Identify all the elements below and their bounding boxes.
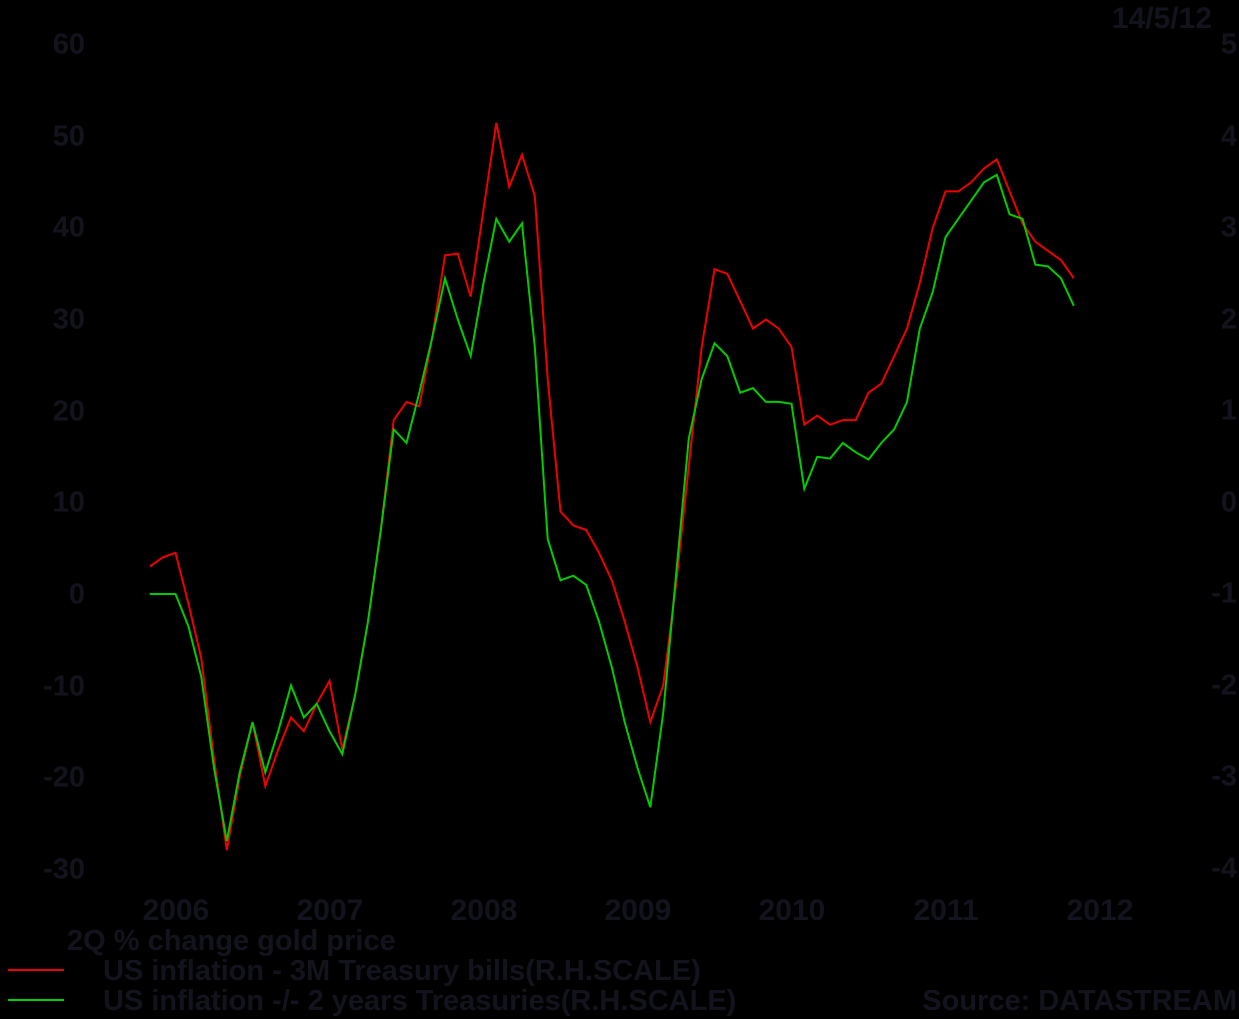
right-axis-tick: -3: [1211, 760, 1237, 793]
x-axis-year-label: 2010: [758, 894, 826, 927]
legend-label-gold: 2Q % change gold price: [67, 925, 396, 957]
left-axis-tick: 20: [52, 395, 85, 428]
left-axis-tick: 30: [52, 303, 85, 336]
right-axis-tick: 5: [1220, 28, 1237, 61]
legend-item-treasury: US inflation -/- 2 years Treasuries(R.H.…: [8, 985, 908, 1017]
right-axis-tick: -4: [1211, 852, 1237, 884]
left-axis-tick: 10: [52, 486, 85, 519]
gold-line-sample: [8, 939, 64, 941]
legend-label-tbill: US inflation - 3M Treasury bills(R.H.SCA…: [103, 955, 701, 987]
report-date: 14/5/12: [1111, 2, 1212, 35]
right-axis-tick: 3: [1220, 211, 1237, 244]
left-axis-tick: -20: [43, 761, 85, 794]
left-axis-tick: 60: [52, 28, 85, 61]
right-axis-tick: 1: [1220, 394, 1237, 427]
left-axis-tick: 50: [52, 120, 85, 153]
series-line-2: [149, 173, 1075, 842]
x-axis-year-label: 2009: [604, 894, 672, 927]
source-note: Source: DATASTREAM: [922, 985, 1237, 1017]
legend-item-tbill: US inflation - 3M Treasury bills(R.H.SCA…: [8, 955, 908, 987]
right-axis-tick: 0: [1220, 486, 1237, 518]
right-axis-tick: 4: [1220, 120, 1237, 152]
legend-label-treasury: US inflation -/- 2 years Treasuries(R.H.…: [103, 985, 737, 1017]
right-axis-tick: -2: [1211, 669, 1237, 701]
x-axis-year-label: 2007: [296, 894, 364, 927]
left-axis-tick: 0: [68, 578, 85, 611]
x-axis-year-label: 2008: [450, 894, 518, 927]
green-line-sample: [8, 999, 64, 1001]
right-axis-tick: -1: [1211, 577, 1237, 610]
left-axis-tick: -30: [43, 853, 85, 886]
left-axis-tick: 40: [52, 211, 85, 244]
right-axis-tick: 2: [1220, 303, 1237, 335]
series-line-1: [149, 122, 1075, 851]
left-axis-tick: -10: [43, 670, 85, 703]
x-axis-year-label: 2012: [1066, 894, 1134, 927]
x-axis-year-label: 2006: [142, 894, 210, 927]
legend-item-gold: 2Q % change gold price: [8, 925, 908, 957]
red-line-sample: [8, 969, 64, 971]
x-axis-year-label: 2011: [913, 894, 979, 927]
